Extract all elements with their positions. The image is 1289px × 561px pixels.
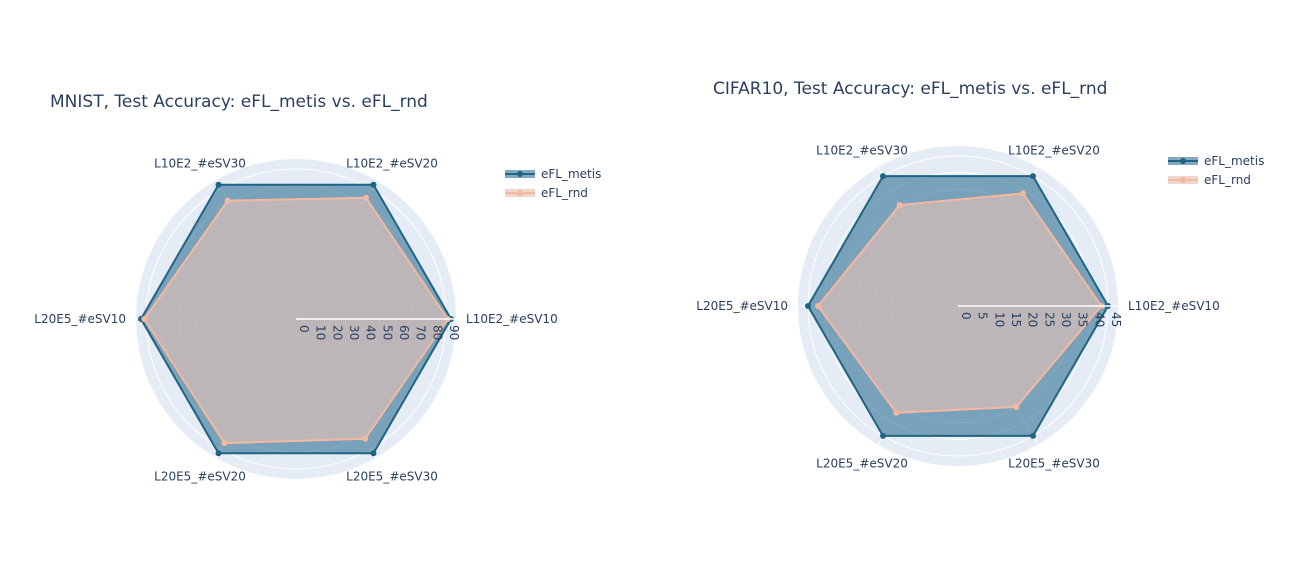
category-label: L10E2_#eSV30: [816, 144, 908, 158]
legend-label-rnd: eFL_rnd: [1204, 172, 1251, 187]
radial-tick-label: 15: [1009, 312, 1023, 327]
data-point-eFL_metis[interactable]: [805, 303, 811, 309]
category-label: L10E2_#eSV10: [466, 312, 558, 326]
cifar10-radar-chart: 0 5 10 15 20 25 30 35 40 45 L10E2_#eSV10 L10E2_#eSV…: [696, 144, 1220, 471]
data-point-eFL_rnd[interactable]: [141, 316, 148, 322]
chart-title: MNIST, Test Accuracy: eFL_metis vs. eFL_…: [50, 92, 428, 112]
category-label: L10E2_#eSV10: [1128, 299, 1220, 313]
category-label: L20E5_#eSV30: [346, 469, 438, 483]
category-label: L20E5_#eSV20: [816, 456, 908, 470]
legend-item-rnd[interactable]: eFL_rnd: [1168, 170, 1264, 189]
data-point-eFL_metis[interactable]: [880, 173, 886, 180]
radial-tick-label: 5: [976, 312, 990, 320]
legend-item-metis[interactable]: eFL_metis: [505, 164, 601, 183]
data-point-eFL_metis[interactable]: [880, 432, 886, 439]
radial-tick-label: 40: [1092, 312, 1106, 327]
radial-tick-label: 20: [1026, 312, 1040, 327]
radial-tick-label: 40: [364, 325, 378, 340]
radial-tick-label: 10: [992, 312, 1006, 327]
category-label: L10E2_#eSV20: [346, 157, 438, 171]
data-point-eFL_metis[interactable]: [370, 450, 377, 457]
category-label: L20E5_#eSV10: [34, 312, 126, 326]
radial-tick-label: 90: [447, 325, 461, 340]
mnist-radar-chart: 0 10 20 30 40 50 60 70 80 90 L10E2_#eSV10 L10E2_#eS…: [34, 157, 558, 484]
data-point-eFL_rnd[interactable]: [224, 197, 231, 204]
radial-tick-label: 10: [314, 325, 328, 340]
radial-tick-label: 60: [397, 325, 411, 340]
legend-item-metis[interactable]: eFL_metis: [1168, 151, 1264, 170]
data-point-eFL_rnd[interactable]: [1020, 190, 1026, 197]
radial-tick-label: 30: [1059, 312, 1073, 327]
data-point-eFL_rnd[interactable]: [815, 303, 821, 309]
data-point-eFL_metis[interactable]: [215, 181, 222, 188]
radial-tick-label: 0: [959, 312, 973, 320]
radial-tick-label: 30: [347, 325, 361, 340]
radial-tick-label: 0: [297, 325, 311, 333]
radial-tick-label: 70: [414, 325, 428, 340]
data-point-eFL_metis[interactable]: [1030, 432, 1036, 439]
data-point-eFL_rnd[interactable]: [362, 435, 369, 442]
data-point-eFL_metis[interactable]: [370, 181, 377, 188]
category-label: L10E2_#eSV20: [1008, 144, 1100, 158]
radial-tick-label: 35: [1076, 312, 1090, 327]
data-point-eFL_rnd[interactable]: [221, 440, 228, 447]
radial-tick-label: 80: [430, 325, 444, 340]
legend-label-rnd: eFL_rnd: [541, 185, 588, 200]
legend-label-metis: eFL_metis: [1204, 153, 1265, 168]
radial-tick-label: 20: [330, 325, 344, 340]
legend-item-rnd[interactable]: eFL_rnd: [505, 183, 601, 202]
radial-tick-label: 50: [380, 325, 394, 340]
mnist-radar-panel: MNIST, Test Accuracy: eFL_metis vs. eFL_…: [0, 0, 640, 561]
data-point-eFL_rnd[interactable]: [896, 201, 903, 208]
legend-label-metis: eFL_metis: [541, 166, 602, 181]
data-point-eFL_rnd[interactable]: [893, 409, 900, 416]
category-label: L20E5_#eSV30: [1008, 456, 1100, 470]
data-point-eFL_rnd[interactable]: [1013, 404, 1020, 411]
category-label: L10E2_#eSV30: [154, 157, 246, 171]
category-label: L20E5_#eSV10: [696, 299, 788, 313]
chart-title: CIFAR10, Test Accuracy: eFL_metis vs. eF…: [713, 79, 1108, 99]
radial-tick-label: 25: [1042, 312, 1056, 327]
legend-swatch-metis-icon: [505, 169, 535, 178]
data-point-eFL_rnd[interactable]: [363, 194, 369, 201]
legend-swatch-metis-icon: [1168, 156, 1198, 165]
category-label: L20E5_#eSV20: [154, 469, 246, 483]
data-point-eFL_metis[interactable]: [1030, 173, 1036, 180]
radial-tick-label: 45: [1109, 312, 1123, 327]
data-point-eFL_metis[interactable]: [215, 450, 222, 457]
legend-swatch-rnd-icon: [505, 188, 535, 197]
legend: eFL_metis eFL_rnd: [505, 164, 601, 202]
legend-swatch-rnd-icon: [1168, 175, 1198, 184]
legend: eFL_metis eFL_rnd: [1168, 151, 1264, 189]
cifar10-radar-panel: CIFAR10, Test Accuracy: eFL_metis vs. eF…: [644, 0, 1289, 561]
